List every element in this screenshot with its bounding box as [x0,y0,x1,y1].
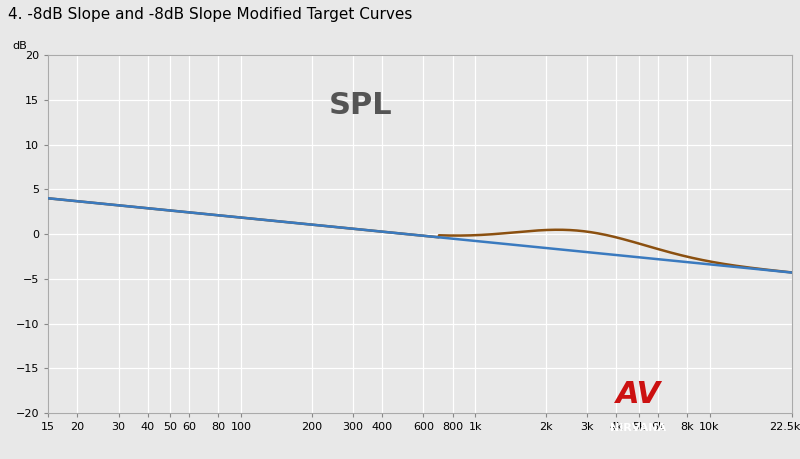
Text: SPL: SPL [329,91,392,120]
Text: 4. -8dB Slope and -8dB Slope Modified Target Curves: 4. -8dB Slope and -8dB Slope Modified Ta… [8,7,412,22]
Text: AV: AV [616,380,661,409]
Text: NIRVANA: NIRVANA [610,424,666,433]
Y-axis label: dB: dB [12,41,27,51]
